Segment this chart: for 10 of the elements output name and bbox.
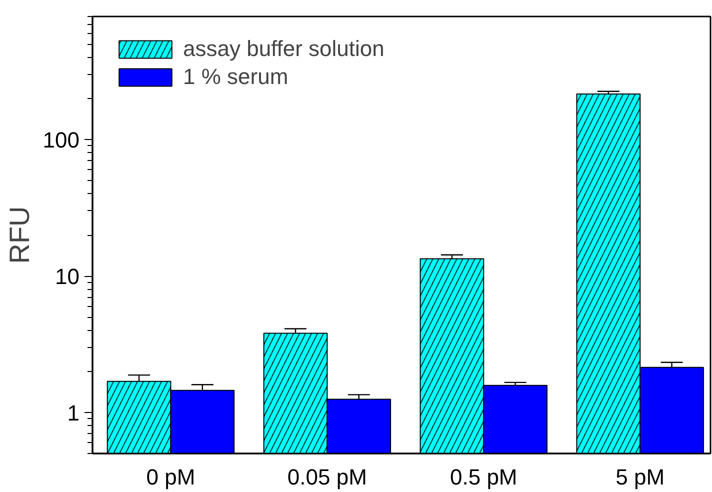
y-tick-label: 10 bbox=[55, 264, 80, 290]
legend-label: assay buffer solution bbox=[183, 36, 384, 62]
y-tick-label: 1 bbox=[67, 400, 80, 426]
x-tick-label: 0.5 pM bbox=[450, 464, 518, 490]
legend-label: 1 % serum bbox=[183, 64, 288, 90]
y-tick-label: 100 bbox=[42, 128, 80, 153]
x-tick-label: 0.05 pM bbox=[287, 464, 367, 490]
y-axis-title: RFU bbox=[4, 206, 35, 264]
x-tick-label: 0 pM bbox=[146, 464, 196, 490]
x-tick-label: 5 pM bbox=[616, 464, 665, 490]
